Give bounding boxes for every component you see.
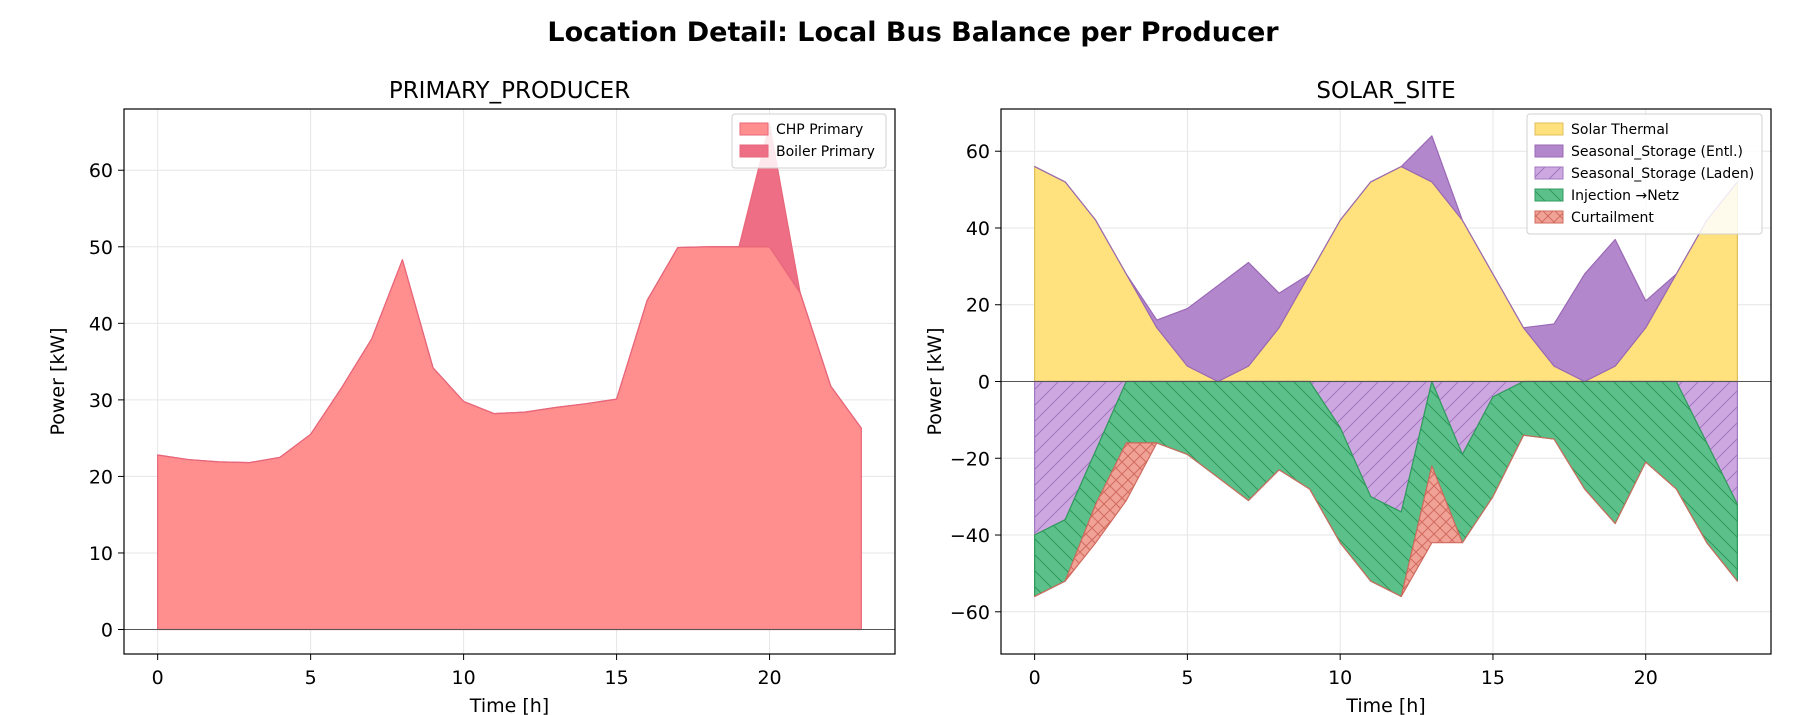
area-chp-primary (157, 246, 862, 631)
chart-primary-producer: 0 5 10 15 20 0 10 20 30 40 50 60 PRIMARY_PRODUCER Tim… (47, 78, 896, 715)
legend-label-injection-netz: Injection →Netz (1571, 188, 1679, 204)
legend-swatch-injection-netz (1534, 188, 1564, 202)
x-axis-label: Time [h] (1345, 695, 1425, 715)
legend-label-chp-primary: CHP Primary (776, 122, 863, 138)
chart-title: SOLAR_SITE (1316, 78, 1455, 104)
y-tick-label: 10 (89, 543, 113, 565)
area-boiler-primary (157, 123, 862, 464)
x-tick-label: 0 (152, 667, 164, 689)
x-tick-label: 0 (1029, 667, 1041, 689)
area-curtailment (1034, 434, 1738, 598)
x-tick-label: 20 (1634, 667, 1658, 689)
y-tick-label: −40 (950, 525, 990, 547)
y-axis-label: Power [kW] (924, 327, 946, 435)
y-tick-label: 40 (89, 313, 113, 335)
legend-swatch-solar-thermal (1534, 122, 1564, 136)
y-tick-label: 0 (978, 372, 990, 394)
y-tick-label: 20 (966, 295, 990, 317)
legend-label-seasonal-storage-laden: Seasonal_Storage (Laden) (1571, 166, 1754, 182)
y-tick-label: −60 (950, 602, 990, 624)
x-tick-label: 5 (305, 667, 317, 689)
y-tick-label: 60 (966, 141, 990, 163)
x-tick-label: 10 (1328, 667, 1352, 689)
y-tick-label: 60 (89, 160, 113, 182)
y-tick-label: −20 (950, 448, 990, 470)
y-tick-label: 40 (966, 218, 990, 240)
x-tick-label: 15 (604, 667, 628, 689)
x-tick-label: 15 (1481, 667, 1505, 689)
legend-swatch-curtailment (1534, 210, 1564, 224)
legend-label-curtailment: Curtailment (1571, 210, 1654, 226)
y-tick-label: 20 (89, 466, 113, 488)
legend-swatch-seasonal-storage-laden (1534, 166, 1564, 180)
chart-title: PRIMARY_PRODUCER (389, 78, 630, 104)
y-tick-label: 30 (89, 390, 113, 412)
y-tick-label: 50 (89, 237, 113, 259)
x-axis-label: Time [h] (469, 695, 549, 715)
legend-label-boiler-primary: Boiler Primary (776, 144, 875, 160)
x-tick-label: 20 (757, 667, 781, 689)
legend-label-solar-thermal: Solar Thermal (1571, 122, 1669, 138)
figure-title: Location Detail: Local Bus Balance per P… (547, 17, 1279, 48)
legend-label-seasonal-storage-entl: Seasonal_Storage (Entl.) (1571, 144, 1743, 160)
legend-swatch-boiler-primary (739, 144, 769, 158)
x-tick-label: 10 (452, 667, 476, 689)
legend-box (731, 113, 887, 169)
plot-frame (123, 108, 896, 655)
legend-box (1526, 113, 1763, 235)
y-tick-label: 0 (101, 620, 113, 642)
x-tick-label: 5 (1181, 667, 1193, 689)
y-axis-label: Power [kW] (47, 327, 69, 435)
legend-swatch-seasonal-storage-entl (1534, 144, 1564, 158)
chart-solar-site: 0 5 10 15 20 −60 −40 −20 0 20 40 60 SOLAR_SITE Time [… (924, 78, 1772, 715)
legend-swatch-chp-primary (739, 122, 769, 136)
